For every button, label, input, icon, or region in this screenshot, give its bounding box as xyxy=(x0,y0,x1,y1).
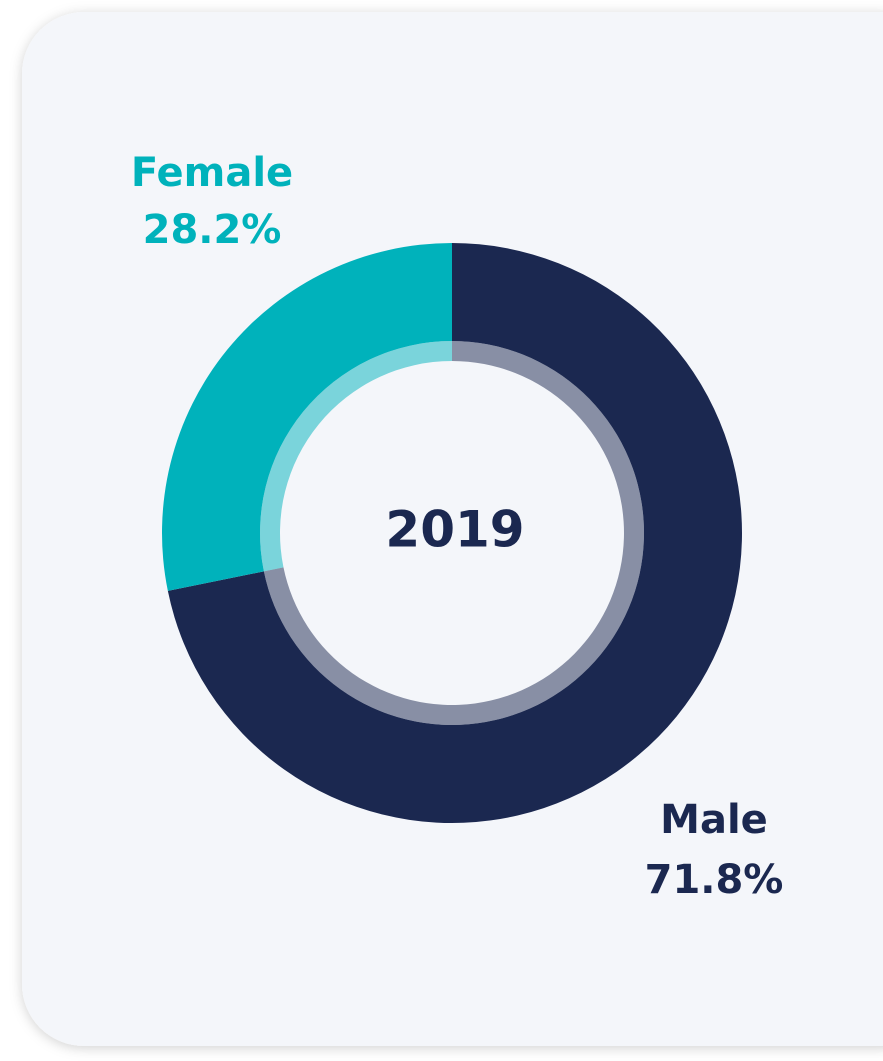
center-label: 2019 xyxy=(385,501,524,559)
inner-ring-segment xyxy=(260,341,452,572)
card xyxy=(22,12,883,1046)
legend-label: Female xyxy=(131,150,293,196)
value-label: 28.2% xyxy=(143,207,282,253)
donut-segment xyxy=(162,243,453,591)
donut xyxy=(162,243,742,824)
legend-label: Male xyxy=(660,797,768,843)
value-label: 71.8% xyxy=(645,857,784,903)
donut-segment xyxy=(167,243,742,824)
